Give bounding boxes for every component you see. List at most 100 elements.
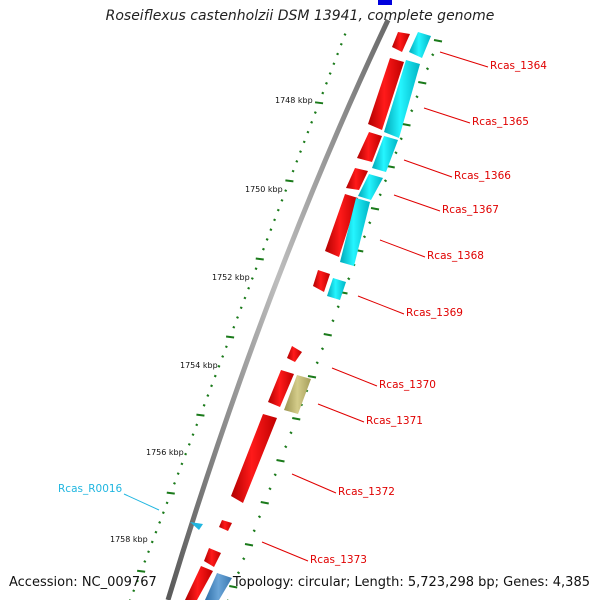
minor-tick <box>173 482 176 485</box>
minor-tick <box>147 550 150 554</box>
gene-rcas-1364[interactable] <box>392 32 410 52</box>
minor-tick <box>206 394 210 397</box>
gene-rcas-1373-a[interactable] <box>219 520 232 531</box>
minor-tick <box>221 355 225 358</box>
minor-tick <box>143 560 147 563</box>
gene-rcas-1367[interactable] <box>346 168 368 190</box>
label-rcas-1368[interactable]: Rcas_1368 <box>427 250 484 262</box>
label-rcas-1370[interactable]: Rcas_1370 <box>379 379 436 391</box>
major-tick <box>255 257 264 261</box>
outer-tick <box>320 347 325 351</box>
map-title: Roseiflexus castenholzii DSM 13941, comp… <box>105 8 495 24</box>
gene-rcas-1366[interactable] <box>357 132 382 162</box>
minor-tick <box>291 169 295 173</box>
cog-track <box>205 32 431 600</box>
major-tick <box>225 335 235 339</box>
gene-labels: Rcas_1364 Rcas_1365 Rcas_1366 Rcas_1367 … <box>58 60 547 566</box>
minor-tick <box>310 120 314 124</box>
label-rcas-1365[interactable]: Rcas_1365 <box>472 116 529 128</box>
minor-tick <box>184 452 188 456</box>
minor-tick <box>321 91 325 95</box>
outer-tick <box>394 151 398 155</box>
minor-tick <box>180 462 184 466</box>
gene-rcas-1368[interactable] <box>325 194 358 257</box>
minor-tick <box>224 345 228 349</box>
outer-tick <box>242 557 246 561</box>
minor-tick <box>239 306 243 310</box>
outer-tick <box>378 193 382 197</box>
minor-tick <box>247 286 251 290</box>
minor-tick <box>332 62 336 66</box>
label-rcas-1372[interactable]: Rcas_1372 <box>338 486 395 498</box>
minor-tick <box>202 403 206 407</box>
ruler-label: 1756 kbp <box>146 448 184 457</box>
outer-tick <box>268 487 272 491</box>
label-rcas-1369[interactable]: Rcas_1369 <box>406 307 463 319</box>
minor-tick <box>250 277 254 280</box>
minor-tick <box>313 111 317 114</box>
minor-tick <box>135 579 139 583</box>
cog-cyan-5 <box>340 198 370 266</box>
minor-tick <box>280 199 284 202</box>
outer-tick <box>307 375 317 379</box>
outer-tick <box>418 81 427 85</box>
minor-tick <box>187 442 191 446</box>
minor-tick <box>262 247 265 251</box>
minor-tick <box>254 267 258 271</box>
cog-khaki-1 <box>284 375 311 414</box>
minor-tick <box>154 530 158 534</box>
label-rcas-r0016[interactable]: Rcas_R0016 <box>58 483 123 495</box>
outer-tick <box>260 501 269 505</box>
major-tick <box>196 413 205 417</box>
major-tick <box>136 569 146 573</box>
label-leaders <box>123 51 489 562</box>
minor-tick <box>217 364 221 368</box>
minor-tick <box>176 472 180 476</box>
gene-rcas-1371[interactable] <box>268 370 294 407</box>
label-rcas-1366[interactable]: Rcas_1366 <box>454 170 511 182</box>
minor-tick <box>150 540 154 544</box>
label-rcas-1371[interactable]: Rcas_1371 <box>366 415 423 427</box>
gene-rcas-1374[interactable] <box>185 566 213 600</box>
inner-ruler-ticks <box>129 33 347 600</box>
gene-rcas-1365[interactable] <box>368 58 404 130</box>
outer-tick <box>402 123 411 127</box>
minor-tick <box>339 42 343 46</box>
ruler-label: 1748 kbp <box>275 96 313 105</box>
gene-rcas-1372[interactable] <box>231 414 277 503</box>
outer-tick <box>273 473 277 477</box>
outer-tick <box>433 39 443 43</box>
outer-tick <box>289 431 293 435</box>
minor-tick <box>132 589 136 593</box>
cog-blue-1 <box>205 573 232 600</box>
rna-rcas-r0016[interactable] <box>190 522 203 530</box>
genome-summary-text: Topology: circular; Length: 5,723,298 bp… <box>232 575 590 590</box>
gene-rcas-1370[interactable] <box>287 346 302 362</box>
minor-tick <box>273 218 277 222</box>
ruler-label: 1758 kbp <box>110 535 148 544</box>
minor-tick <box>158 521 162 524</box>
outer-tick <box>347 277 351 281</box>
cog-cyan-1 <box>409 32 431 58</box>
minor-tick <box>213 374 217 378</box>
label-rcas-1373[interactable]: Rcas_1373 <box>310 554 367 566</box>
cds-track <box>185 32 410 600</box>
ruler-label: 1752 kbp <box>212 273 250 282</box>
outer-tick <box>383 179 388 183</box>
cog-cyan-2 <box>384 60 420 138</box>
major-tick <box>314 101 324 105</box>
major-tick <box>166 491 175 495</box>
outer-tick <box>362 235 367 239</box>
minor-tick <box>265 238 269 241</box>
outer-tick <box>336 305 340 309</box>
outer-tick <box>431 53 435 57</box>
label-rcas-1367[interactable]: Rcas_1367 <box>442 204 499 216</box>
minor-tick <box>325 81 328 85</box>
minor-tick <box>276 208 280 212</box>
minor-tick <box>306 130 310 134</box>
gene-rcas-1369[interactable] <box>313 270 330 292</box>
label-rcas-1364[interactable]: Rcas_1364 <box>490 60 547 72</box>
outer-tick <box>276 459 285 463</box>
gene-rcas-1373-b[interactable] <box>204 548 221 567</box>
minor-tick <box>343 33 347 36</box>
